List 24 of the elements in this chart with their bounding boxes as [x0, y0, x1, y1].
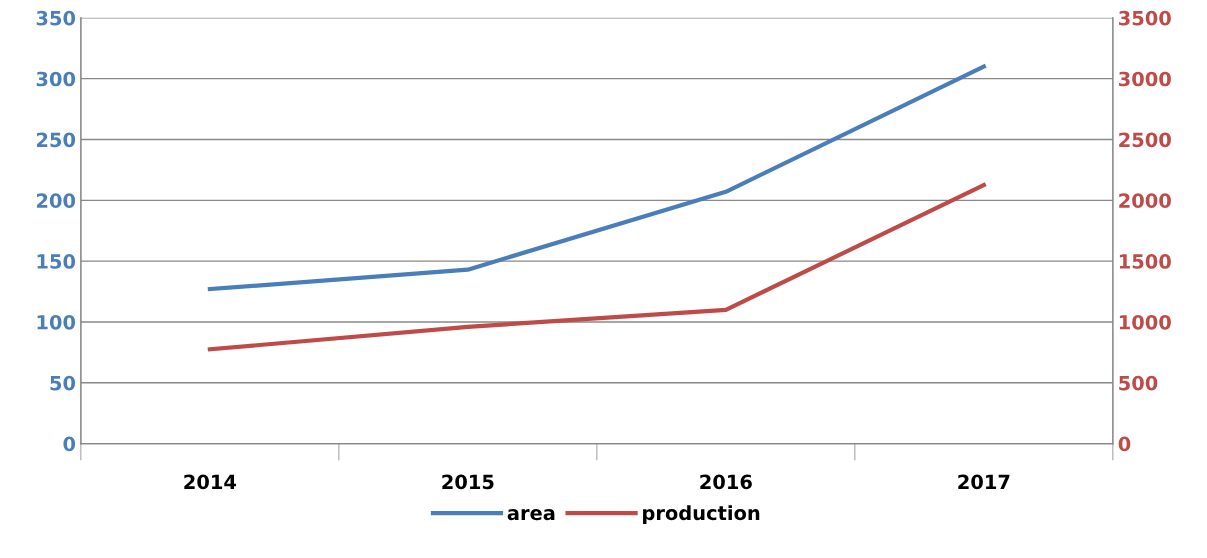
y-tick-label: 100: [37, 314, 76, 330]
y2-tick-label: 1500: [1119, 254, 1171, 269]
legend-label: production: [643, 505, 760, 525]
y-tick-label: 200: [36, 193, 76, 208]
line-series: [207, 183, 986, 352]
x-tick-label: 2016: [700, 474, 752, 490]
y2-tick-label: 0: [1118, 436, 1131, 452]
x-tick-label: 2015: [442, 474, 494, 490]
x-tick-label: 2014: [184, 474, 237, 490]
y2-tick-label: 2000: [1119, 193, 1171, 208]
y2-tick-label: 1000: [1119, 314, 1171, 330]
y-tick-label: 0: [63, 436, 76, 452]
y2-tick-label: 3500: [1119, 10, 1171, 26]
y2-tick-label: 500: [1119, 375, 1158, 391]
line-series: [207, 64, 986, 292]
y-tick-label: 300: [36, 71, 76, 87]
y-tick-label: 250: [36, 132, 76, 148]
y-tick-label: 150: [37, 254, 76, 269]
y2-tick-label: 3000: [1119, 71, 1171, 87]
legend-label: area: [507, 509, 555, 521]
y-tick-label: 50: [50, 375, 76, 391]
y-tick-label: 350: [36, 10, 76, 26]
y2-tick-label: 2500: [1119, 132, 1171, 148]
x-tick-label: 2017: [958, 474, 1010, 490]
